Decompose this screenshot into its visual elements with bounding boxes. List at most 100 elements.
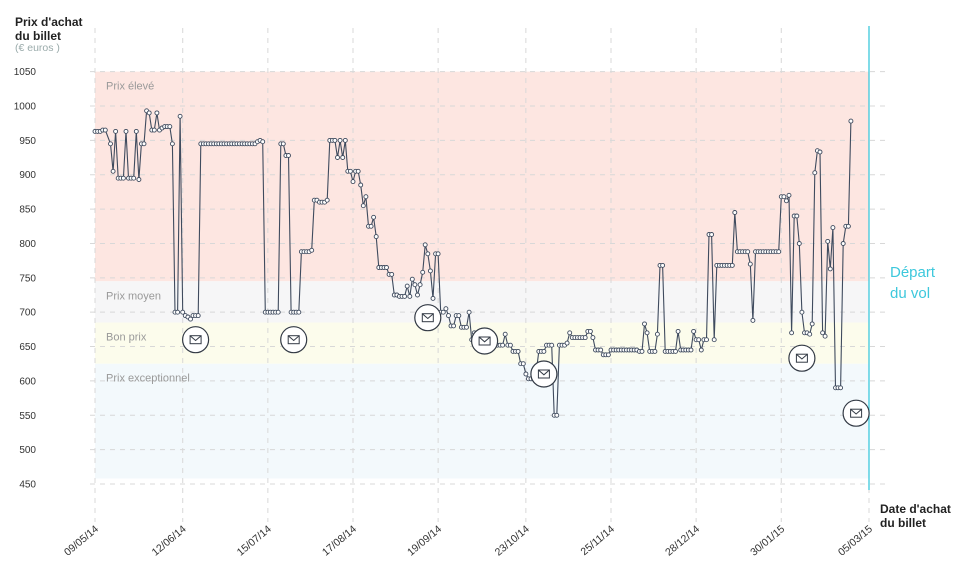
data-point (120, 175, 126, 181)
data-point (807, 331, 813, 337)
envelope-icon (414, 304, 442, 332)
data-point (425, 251, 431, 257)
data-point (776, 249, 782, 255)
y-tick-label: 800 (19, 239, 36, 250)
data-point (260, 139, 266, 145)
price-zone (95, 71, 869, 282)
y-axis-title-line1: Prix d'achat (15, 15, 83, 29)
data-point (822, 333, 828, 339)
data-point (340, 155, 346, 160)
data-point (520, 361, 526, 367)
y-tick-label: 550 (19, 411, 36, 422)
x-tick-label: 09/05/14 (62, 523, 101, 559)
data-point (443, 306, 449, 312)
y-tick-label: 1000 (14, 102, 37, 113)
data-point (167, 124, 173, 130)
envelope-icon-body (287, 335, 300, 345)
data-point (827, 266, 833, 272)
envelope-icon-circle (471, 327, 499, 355)
data-point (642, 321, 647, 327)
y-axis-title: Prix d'achat du billet (15, 15, 83, 43)
data-point (750, 317, 756, 323)
data-point (177, 113, 183, 119)
envelope-icon-circle (414, 304, 442, 332)
data-point (368, 223, 374, 229)
envelope-icon-flap (538, 369, 550, 376)
envelope-icon (788, 344, 816, 372)
data-point (515, 348, 521, 354)
x-tick-label: 28/12/14 (663, 523, 702, 559)
x-tick-label: 15/07/14 (235, 523, 274, 559)
envelope-icon-flap (478, 336, 491, 343)
data-point (644, 330, 650, 336)
data-point (417, 282, 423, 288)
envelope-icon-circle (530, 360, 558, 388)
zone-label: Prix élevé (106, 81, 154, 93)
envelope-icon-circle (182, 326, 210, 354)
data-point (146, 110, 152, 116)
y-tick-label: 750 (19, 273, 36, 284)
data-point (102, 127, 108, 133)
data-point (812, 170, 818, 176)
y-tick-label: 500 (19, 445, 36, 456)
x-tick-label: 12/06/14 (150, 523, 189, 559)
data-point (675, 328, 681, 334)
data-point (131, 175, 137, 181)
envelope-icon-flap (421, 313, 434, 320)
x-tick-label: 19/09/14 (405, 523, 444, 559)
departure-label: Départ du vol (890, 262, 935, 304)
data-point (500, 342, 506, 348)
data-point (660, 262, 666, 268)
data-point (446, 313, 451, 319)
data-point (141, 141, 147, 147)
data-point (188, 316, 193, 322)
envelope-icon-circle (788, 344, 816, 372)
data-point (654, 331, 660, 337)
data-point (360, 203, 366, 209)
data-point (456, 313, 462, 319)
data-point (420, 269, 426, 275)
data-point (830, 225, 836, 231)
data-point (711, 337, 717, 343)
x-tick-label: 30/01/15 (748, 523, 787, 559)
x-tick-label: 23/10/14 (493, 523, 532, 559)
data-point (789, 330, 795, 336)
y-tick-label: 950 (19, 136, 36, 147)
data-point (347, 168, 353, 174)
data-point (507, 342, 513, 348)
data-point (809, 321, 815, 327)
y-axis-unit: (€ euros ) (15, 42, 60, 54)
data-point (350, 179, 356, 185)
data-point (342, 137, 348, 143)
data-point (123, 128, 129, 134)
data-point (845, 223, 851, 229)
data-point (363, 194, 369, 200)
data-point (195, 313, 201, 319)
data-point (384, 265, 389, 270)
y-tick-label: 600 (19, 376, 36, 387)
data-point (541, 348, 547, 354)
data-point (180, 309, 186, 315)
envelope-icon (182, 326, 210, 354)
data-point (783, 198, 789, 204)
envelope-icon-circle (280, 326, 308, 354)
data-point (817, 149, 823, 155)
data-point (275, 309, 281, 315)
x-tick-label: 25/11/14 (579, 523, 618, 558)
data-point (745, 249, 751, 255)
data-point (502, 331, 508, 337)
envelope-icon (842, 399, 870, 427)
envelope-icon (471, 327, 499, 355)
data-point (409, 276, 415, 282)
data-point (840, 241, 846, 246)
y-tick-label: 450 (19, 480, 36, 491)
data-point (286, 153, 291, 158)
data-point (451, 323, 457, 329)
data-point (820, 330, 826, 336)
envelope-icon-flap (189, 335, 202, 342)
zone-label: Bon prix (106, 331, 147, 343)
data-point (688, 347, 694, 353)
data-point (110, 168, 116, 174)
data-point (639, 348, 645, 354)
